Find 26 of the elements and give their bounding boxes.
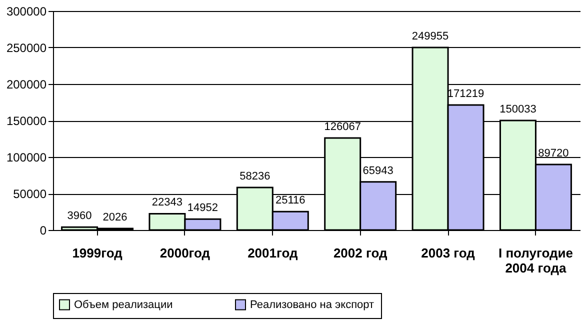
x-tick-label: 2003 год <box>421 246 476 260</box>
y-tick-label: 250000 <box>6 41 47 55</box>
data-label: 249955 <box>412 30 449 43</box>
x-tick-label: I полугодие 2004 года <box>498 246 573 276</box>
data-label: 2026 <box>102 212 128 224</box>
data-label: 126067 <box>324 120 361 133</box>
y-tick-label: 0 <box>40 224 47 238</box>
y-tick-label: 300000 <box>6 4 47 18</box>
x-tick-label: 2000год <box>160 246 211 260</box>
legend-label: Реализовано на экспорт <box>250 298 374 311</box>
x-tick-label: 1999год <box>72 246 124 260</box>
x-tick-label: 2002 год <box>333 246 388 260</box>
data-label: 3960 <box>67 210 92 222</box>
x-tick-label: 2001год <box>248 246 298 260</box>
data-label: 58236 <box>240 170 270 182</box>
data-label: 25116 <box>276 194 306 207</box>
data-label: 89720 <box>538 148 569 160</box>
data-label: 22343 <box>152 196 183 209</box>
legend-label: Объем реализации <box>74 298 173 311</box>
y-tick-label: 100000 <box>6 150 47 164</box>
data-label: 14952 <box>187 202 218 214</box>
y-tick-label: 150000 <box>6 114 47 128</box>
data-label: 150033 <box>500 103 536 116</box>
y-tick-label: 200000 <box>6 78 47 92</box>
data-label: 65943 <box>362 164 394 177</box>
y-tick-label: 50000 <box>13 187 47 201</box>
